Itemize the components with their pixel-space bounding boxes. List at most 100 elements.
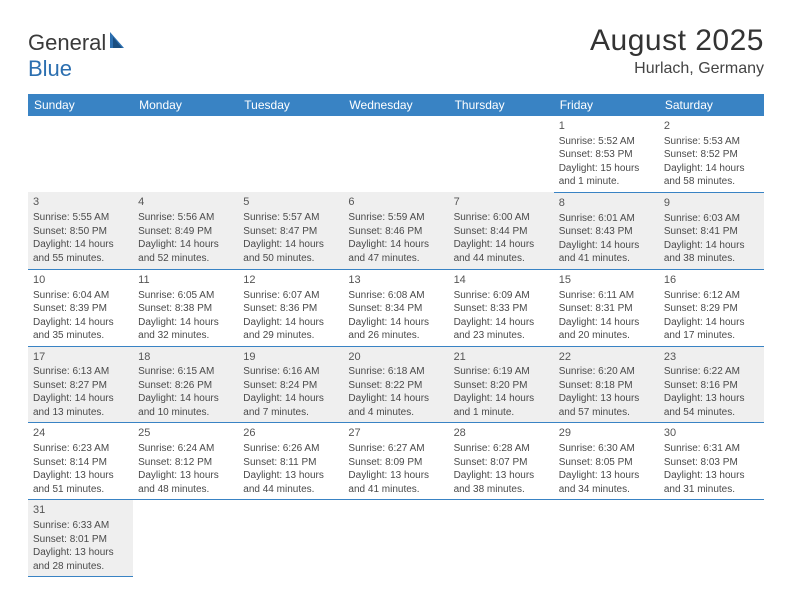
sunset-line: Sunset: 8:12 PM (138, 456, 234, 470)
sunrise-line: Sunrise: 5:53 AM (664, 135, 760, 149)
day-header: Wednesday (343, 94, 448, 116)
daylight-line-2: and 48 minutes. (138, 483, 234, 497)
sunset-line: Sunset: 8:07 PM (454, 456, 550, 470)
calendar-head: SundayMondayTuesdayWednesdayThursdayFrid… (28, 94, 764, 116)
calendar-cell: 26Sunrise: 6:26 AMSunset: 8:11 PMDayligh… (238, 423, 343, 500)
sunrise-line: Sunrise: 6:04 AM (33, 289, 129, 303)
sunrise-line: Sunrise: 6:27 AM (348, 442, 444, 456)
daylight-line-2: and 23 minutes. (454, 329, 550, 343)
calendar-cell: 4Sunrise: 5:56 AMSunset: 8:49 PMDaylight… (133, 192, 238, 269)
sunset-line: Sunset: 8:16 PM (664, 379, 760, 393)
daylight-line-2: and 4 minutes. (348, 406, 444, 420)
calendar-cell: 8Sunrise: 6:01 AMSunset: 8:43 PMDaylight… (554, 192, 659, 269)
day-header: Friday (554, 94, 659, 116)
daylight-line: Daylight: 13 hours (33, 469, 129, 483)
day-header-row: SundayMondayTuesdayWednesdayThursdayFrid… (28, 94, 764, 116)
sunset-line: Sunset: 8:14 PM (33, 456, 129, 470)
calendar-row: 31Sunrise: 6:33 AMSunset: 8:01 PMDayligh… (28, 500, 764, 577)
sunset-line: Sunset: 8:05 PM (559, 456, 655, 470)
daylight-line: Daylight: 14 hours (348, 316, 444, 330)
daylight-line-2: and 20 minutes. (559, 329, 655, 343)
calendar-cell-empty (554, 500, 659, 577)
sunrise-line: Sunrise: 6:24 AM (138, 442, 234, 456)
sunrise-line: Sunrise: 6:05 AM (138, 289, 234, 303)
daylight-line: Daylight: 14 hours (348, 392, 444, 406)
sunrise-line: Sunrise: 5:57 AM (243, 211, 339, 225)
sunrise-line: Sunrise: 6:16 AM (243, 365, 339, 379)
title-block: August 2025 Hurlach, Germany (590, 24, 764, 78)
day-header: Monday (133, 94, 238, 116)
day-number: 1 (559, 119, 655, 134)
daylight-line-2: and 55 minutes. (33, 252, 129, 266)
calendar-cell: 18Sunrise: 6:15 AMSunset: 8:26 PMDayligh… (133, 346, 238, 423)
sunset-line: Sunset: 8:01 PM (33, 533, 129, 547)
daylight-line-2: and 58 minutes. (664, 175, 760, 189)
daylight-line: Daylight: 14 hours (33, 392, 129, 406)
calendar-cell: 15Sunrise: 6:11 AMSunset: 8:31 PMDayligh… (554, 269, 659, 346)
daylight-line-2: and 34 minutes. (559, 483, 655, 497)
day-number: 12 (243, 273, 339, 288)
daylight-line-2: and 50 minutes. (243, 252, 339, 266)
calendar-table: SundayMondayTuesdayWednesdayThursdayFrid… (28, 94, 764, 577)
daylight-line: Daylight: 14 hours (33, 238, 129, 252)
calendar-cell: 5Sunrise: 5:57 AMSunset: 8:47 PMDaylight… (238, 192, 343, 269)
calendar-row: 24Sunrise: 6:23 AMSunset: 8:14 PMDayligh… (28, 423, 764, 500)
day-number: 25 (138, 426, 234, 441)
daylight-line: Daylight: 14 hours (138, 238, 234, 252)
day-number: 21 (454, 350, 550, 365)
sunrise-line: Sunrise: 6:22 AM (664, 365, 760, 379)
calendar-cell: 12Sunrise: 6:07 AMSunset: 8:36 PMDayligh… (238, 269, 343, 346)
daylight-line: Daylight: 13 hours (348, 469, 444, 483)
daylight-line-2: and 35 minutes. (33, 329, 129, 343)
calendar-cell: 30Sunrise: 6:31 AMSunset: 8:03 PMDayligh… (659, 423, 764, 500)
sunrise-line: Sunrise: 6:26 AM (243, 442, 339, 456)
daylight-line-2: and 52 minutes. (138, 252, 234, 266)
sunrise-line: Sunrise: 6:33 AM (33, 519, 129, 533)
brand-text: GeneralBlue (28, 30, 130, 82)
sunrise-line: Sunrise: 6:18 AM (348, 365, 444, 379)
sunset-line: Sunset: 8:36 PM (243, 302, 339, 316)
daylight-line-2: and 57 minutes. (559, 406, 655, 420)
sunrise-line: Sunrise: 6:09 AM (454, 289, 550, 303)
daylight-line-2: and 47 minutes. (348, 252, 444, 266)
sunrise-line: Sunrise: 6:31 AM (664, 442, 760, 456)
day-number: 4 (138, 195, 234, 210)
daylight-line-2: and 1 minute. (454, 406, 550, 420)
day-number: 6 (348, 195, 444, 210)
sunset-line: Sunset: 8:43 PM (559, 225, 655, 239)
sunset-line: Sunset: 8:52 PM (664, 148, 760, 162)
calendar-cell: 1Sunrise: 5:52 AMSunset: 8:53 PMDaylight… (554, 116, 659, 192)
day-header: Tuesday (238, 94, 343, 116)
day-number: 10 (33, 273, 129, 288)
day-number: 29 (559, 426, 655, 441)
calendar-cell-empty (133, 500, 238, 577)
day-number: 11 (138, 273, 234, 288)
daylight-line-2: and 31 minutes. (664, 483, 760, 497)
sunrise-line: Sunrise: 6:11 AM (559, 289, 655, 303)
daylight-line-2: and 32 minutes. (138, 329, 234, 343)
calendar-cell: 24Sunrise: 6:23 AMSunset: 8:14 PMDayligh… (28, 423, 133, 500)
calendar-cell: 27Sunrise: 6:27 AMSunset: 8:09 PMDayligh… (343, 423, 448, 500)
day-number: 13 (348, 273, 444, 288)
calendar-cell: 22Sunrise: 6:20 AMSunset: 8:18 PMDayligh… (554, 346, 659, 423)
calendar-cell: 23Sunrise: 6:22 AMSunset: 8:16 PMDayligh… (659, 346, 764, 423)
daylight-line-2: and 54 minutes. (664, 406, 760, 420)
calendar-row: 3Sunrise: 5:55 AMSunset: 8:50 PMDaylight… (28, 192, 764, 269)
daylight-line-2: and 13 minutes. (33, 406, 129, 420)
calendar-cell-empty (343, 500, 448, 577)
sunrise-line: Sunrise: 5:52 AM (559, 135, 655, 149)
daylight-line: Daylight: 14 hours (559, 239, 655, 253)
daylight-line: Daylight: 14 hours (664, 162, 760, 176)
sunset-line: Sunset: 8:03 PM (664, 456, 760, 470)
sunset-line: Sunset: 8:33 PM (454, 302, 550, 316)
calendar-cell: 2Sunrise: 5:53 AMSunset: 8:52 PMDaylight… (659, 116, 764, 192)
sunset-line: Sunset: 8:50 PM (33, 225, 129, 239)
daylight-line-2: and 28 minutes. (33, 560, 129, 574)
calendar-cell: 9Sunrise: 6:03 AMSunset: 8:41 PMDaylight… (659, 192, 764, 269)
day-number: 14 (454, 273, 550, 288)
daylight-line: Daylight: 13 hours (33, 546, 129, 560)
daylight-line-2: and 38 minutes. (664, 252, 760, 266)
day-number: 27 (348, 426, 444, 441)
sunrise-line: Sunrise: 6:15 AM (138, 365, 234, 379)
calendar-cell: 14Sunrise: 6:09 AMSunset: 8:33 PMDayligh… (449, 269, 554, 346)
